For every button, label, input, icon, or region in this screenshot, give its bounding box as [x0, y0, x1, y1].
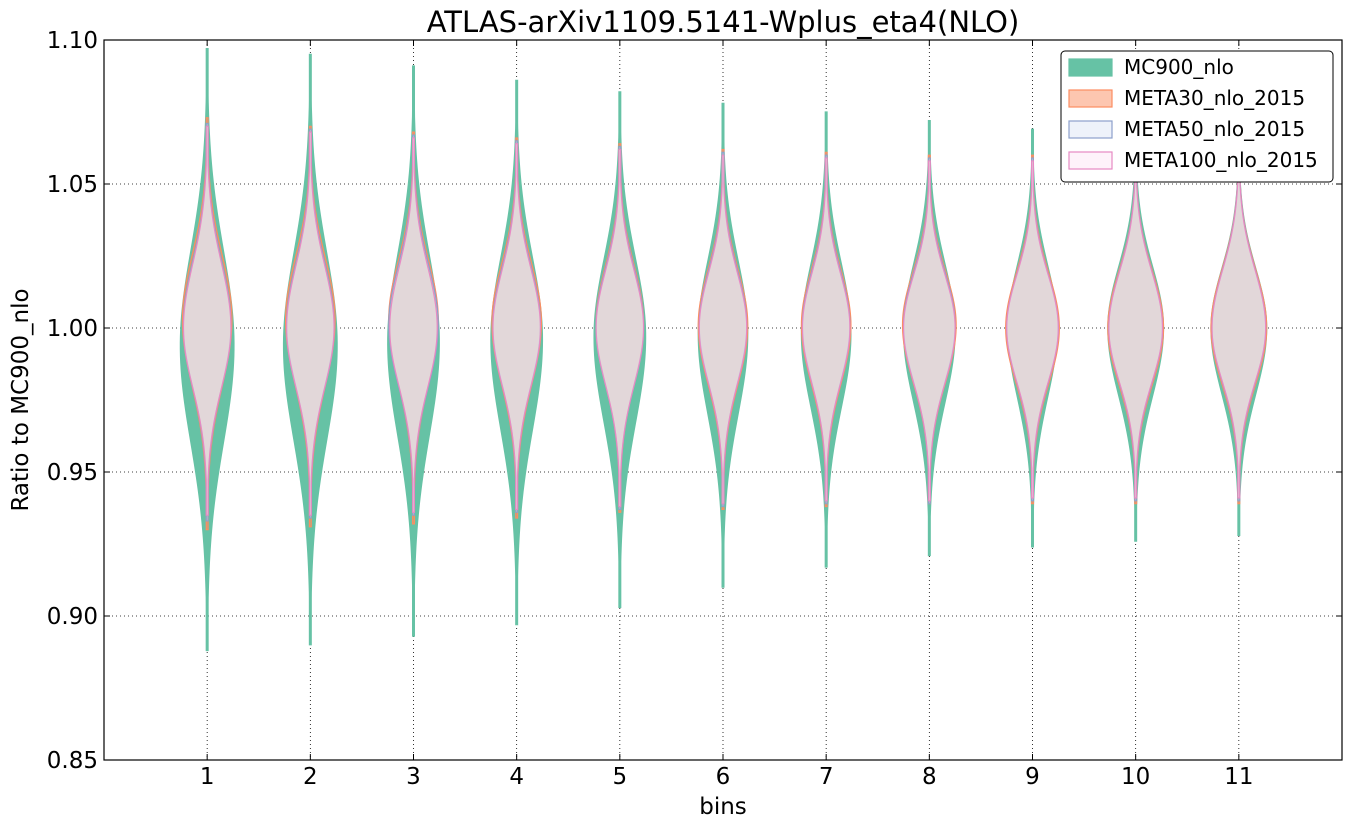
- violin-META100_nlo_2015-bin-4: [492, 143, 541, 511]
- legend-frame: [1060, 50, 1334, 183]
- y-axis-label: Ratio to MC900_nlo: [8, 288, 34, 511]
- legend-swatch: [1068, 89, 1113, 108]
- y-tick-label: 1.00: [47, 316, 98, 342]
- legend-swatch: [1068, 58, 1113, 77]
- x-tick-label: 9: [1025, 764, 1040, 790]
- violin-META100_nlo_2015-bin-3: [389, 137, 438, 513]
- x-tick-label: 6: [716, 764, 731, 790]
- violins: [179, 48, 1268, 652]
- x-tick-label: 2: [303, 764, 318, 790]
- violin-META100_nlo_2015-bin-9: [1006, 160, 1059, 499]
- x-tick-label: 11: [1224, 764, 1253, 790]
- violin-META100_nlo_2015-bin-1: [182, 125, 232, 516]
- legend-label: META100_nlo_2015: [1124, 148, 1318, 172]
- y-tick-label: 0.85: [47, 748, 98, 774]
- y-tick-label: 0.90: [47, 604, 98, 630]
- y-tick-label: 1.10: [47, 28, 98, 54]
- violin-META100_nlo_2015-bin-7: [801, 157, 851, 502]
- legend-label: META30_nlo_2015: [1124, 86, 1305, 110]
- x-tick-label: 10: [1121, 764, 1150, 790]
- violin-META100_nlo_2015-bin-5: [595, 148, 645, 508]
- axis-ticks: 1 2 3 4 5 6 7 8 9 10 11 0.85 0.90 0.95 1.00 1.05 1.10: [47, 28, 1342, 790]
- legend: MC900_nlo META30_nlo_2015 META50_nlo_2015 M…: [1060, 50, 1334, 183]
- y-tick-label: 1.05: [47, 172, 98, 198]
- legend-swatch: [1068, 151, 1113, 170]
- y-tick-label: 0.95: [47, 460, 98, 486]
- violin-META100_nlo_2015-bin-8: [902, 160, 956, 502]
- x-tick-label: 7: [819, 764, 834, 790]
- legend-swatch: [1068, 120, 1113, 139]
- violin-META100_nlo_2015-bin-6: [698, 154, 748, 505]
- x-tick-label: 5: [613, 764, 628, 790]
- x-tick-label: 4: [509, 764, 524, 790]
- x-tick-label: 3: [406, 764, 421, 790]
- x-axis-label: bins: [699, 794, 747, 820]
- legend-label: MC900_nlo: [1124, 55, 1234, 79]
- legend-label: META50_nlo_2015: [1124, 117, 1305, 141]
- chart-title: ATLAS-arXiv1109.5141-Wplus_eta4(NLO): [427, 5, 1020, 39]
- series-META100_nlo_2015: [182, 125, 1267, 516]
- violin-META100_nlo_2015-bin-2: [286, 131, 335, 516]
- x-tick-label: 1: [200, 764, 215, 790]
- x-tick-label: 8: [922, 764, 937, 790]
